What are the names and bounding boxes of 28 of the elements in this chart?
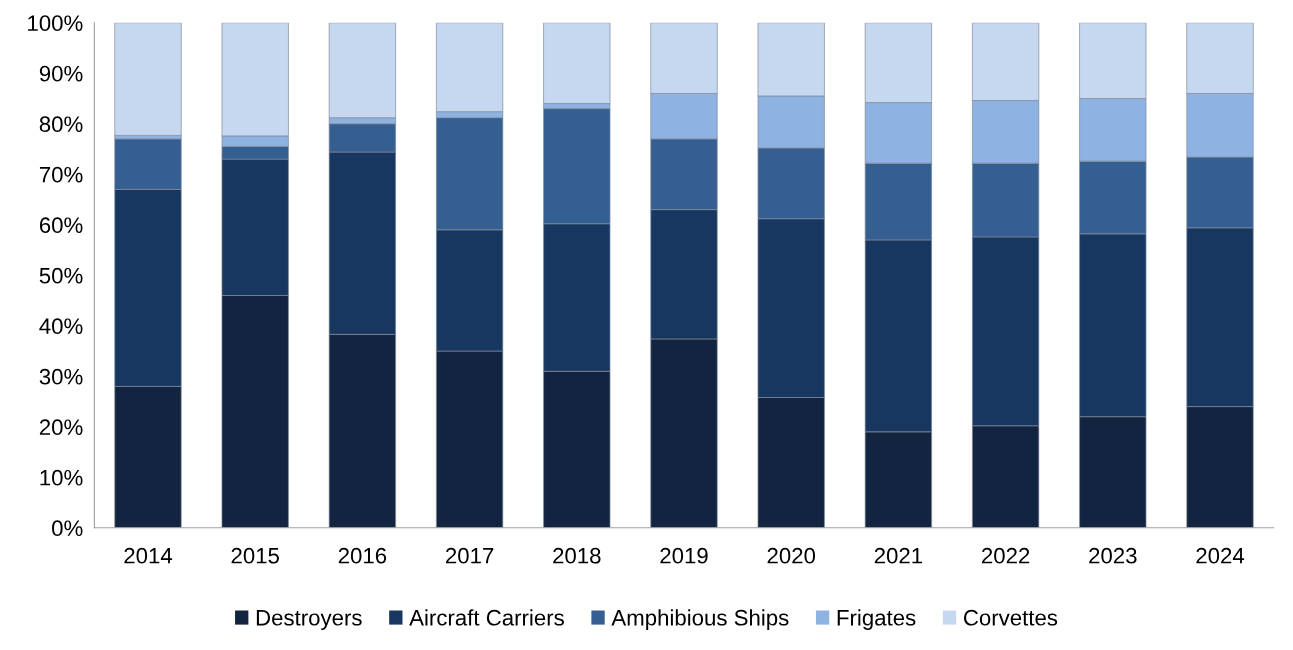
- y-tick-label: 100%: [28, 15, 83, 32]
- legend-label: Aircraft Carriers: [409, 609, 564, 626]
- y-tick-label: 50%: [39, 267, 83, 284]
- x-tick-label: 2021: [874, 547, 923, 564]
- y-tick-label: 40%: [39, 318, 83, 335]
- x-tick-label: 2015: [231, 547, 279, 564]
- x-tick-label: 2014: [124, 547, 173, 564]
- legend-label: Destroyers: [256, 610, 362, 630]
- x-tick-label: 2020: [767, 547, 816, 564]
- x-tick-label: 2019: [660, 547, 708, 564]
- y-tick-label: 0%: [52, 520, 83, 537]
- y-tick-label: 80%: [39, 116, 83, 133]
- y-tick-label: 30%: [39, 368, 83, 385]
- legend-label: Amphibious Ships: [611, 609, 789, 630]
- x-tick-label: 2017: [446, 547, 494, 564]
- bar: [114, 22, 182, 136]
- y-tick-label: 10%: [40, 469, 83, 486]
- x-tick-label: 2022: [982, 547, 1030, 564]
- legend-label: Corvettes: [963, 609, 1058, 626]
- legend-label: Frigates: [837, 609, 916, 630]
- x-tick-label: 2024: [1196, 547, 1245, 564]
- x-tick-label: 2018: [553, 547, 601, 564]
- x-tick-label: 2023: [1089, 547, 1137, 564]
- y-tick-label: 20%: [39, 419, 83, 436]
- y-tick-label: 70%: [39, 166, 83, 183]
- y-tick-label: 90%: [39, 65, 83, 82]
- y-tick-label: 60%: [39, 217, 83, 234]
- x-tick-label: 2016: [338, 547, 387, 564]
